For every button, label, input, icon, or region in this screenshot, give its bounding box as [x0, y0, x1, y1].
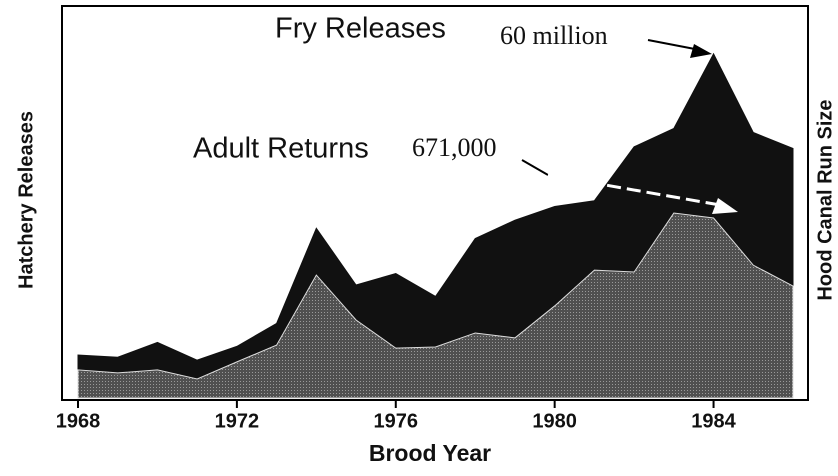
arrow-head [712, 198, 738, 214]
annotation: 671,000 [412, 133, 497, 162]
plot-area [77, 52, 794, 399]
y2-axis-label: Hood Canal Run Size [814, 99, 836, 300]
arrow-head [690, 44, 712, 58]
x-tick-label: 1980 [532, 410, 577, 432]
y-axis-label: Hatchery Releases [15, 111, 37, 289]
x-tick-label: 1972 [215, 410, 260, 432]
plot-frame [61, 5, 809, 401]
x-axis-label: Brood Year [369, 440, 491, 466]
annotation-arrow [647, 39, 701, 51]
x-tick-label: 1984 [691, 410, 736, 432]
annotation-arrow [547, 173, 721, 207]
annotation: 60 million [500, 21, 608, 50]
series-label: Adult Returns [193, 133, 369, 165]
series-label: Fry Releases [275, 13, 446, 45]
x-tick-label: 1976 [374, 410, 419, 432]
x-tick-label: 1968 [56, 410, 101, 432]
area [77, 212, 794, 399]
annotation-arrow [521, 159, 549, 176]
